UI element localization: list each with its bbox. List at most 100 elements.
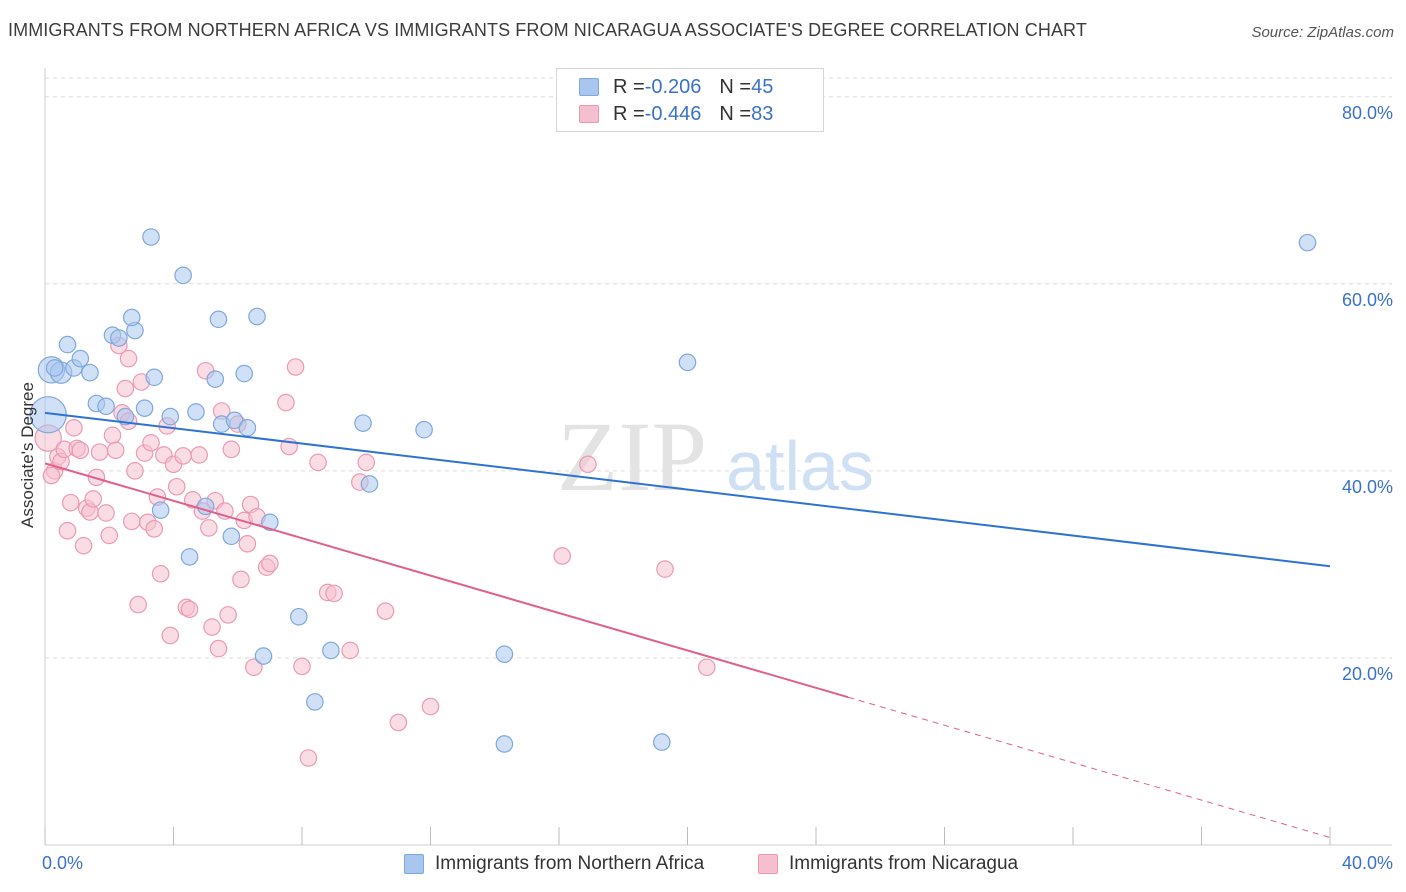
nicaragua-point [261, 554, 279, 573]
northern-africa-point [122, 308, 141, 327]
northern-africa-point [248, 307, 266, 326]
nicaragua-point [293, 657, 311, 676]
nicaragua-point [100, 526, 119, 545]
northern-africa-point [116, 407, 135, 426]
bottom-legend-nicaragua: Immigrants from Nicaragua [758, 851, 1018, 877]
nicaragua-point [122, 512, 141, 531]
nicaragua-point [71, 441, 90, 460]
nicaragua-point [238, 535, 257, 553]
northern-africa-point [145, 368, 164, 387]
northern-africa-point [174, 266, 192, 285]
stats-legend: R = -0.206 N = 45 R = -0.446 N = 83 [556, 68, 824, 132]
northern-africa-point [187, 403, 205, 421]
nicaragua-point [697, 658, 716, 677]
bottom-legend-northern-africa: Immigrants from Northern Africa [404, 851, 704, 877]
legend-r-value: -0.446 [644, 102, 702, 125]
nicaragua-point [119, 349, 138, 368]
legend-r-label: R = [613, 102, 645, 125]
bottom-legend-label: Immigrants from Nicaragua [789, 853, 1019, 874]
nicaragua-point [222, 440, 241, 459]
northern-africa-point [180, 548, 199, 566]
y-tick-label: 40.0% [1341, 476, 1393, 497]
chart-source: Source: ZipAtlas.com [1251, 24, 1394, 41]
nicaragua-point [232, 570, 250, 589]
chart-title: IMMIGRANTS FROM NORTHERN AFRICA VS IMMIG… [8, 20, 1087, 40]
northern-africa-point [161, 407, 180, 426]
nicaragua-point [151, 564, 170, 583]
nicaragua-point [90, 443, 109, 461]
nicaragua-point [389, 713, 408, 732]
legend-swatch-blue [579, 78, 599, 96]
bottom-legend-swatch-blue [404, 854, 424, 874]
nicaragua-point [145, 520, 164, 538]
northern-africa-point [151, 501, 170, 519]
northern-africa-point [678, 353, 697, 372]
legend-n-value: 83 [751, 102, 774, 125]
northern-africa-point [135, 399, 154, 417]
y-axis-label: Associate's Degree [18, 382, 37, 528]
northern-africa-point [652, 733, 671, 751]
northern-africa-point [206, 370, 225, 388]
nicaragua-trend-line [44, 462, 849, 699]
northern-africa-point [415, 420, 433, 439]
nicaragua-point [180, 600, 199, 619]
nicaragua-point [203, 618, 221, 636]
nicaragua-point [277, 393, 295, 412]
northern-africa-point [97, 397, 115, 416]
nicaragua-point [161, 626, 180, 645]
legend-n-label: N = [719, 102, 752, 125]
y-tick-label: 60.0% [1341, 289, 1393, 310]
northern-africa-point [235, 364, 253, 383]
watermark-atlas: atlas [726, 427, 874, 505]
northern-africa-point [110, 329, 128, 347]
northern-africa-point [238, 419, 257, 437]
nicaragua-point [190, 446, 208, 464]
nicaragua-point [58, 521, 77, 540]
northern-africa-point [495, 645, 514, 663]
northern-africa-point [209, 310, 228, 329]
northern-africa-point [58, 335, 77, 354]
nicaragua-point [656, 560, 674, 578]
nicaragua-point [84, 490, 102, 508]
legend-n-label: N = [719, 75, 752, 98]
legend-r-label: R = [613, 75, 645, 98]
northern-africa-points [29, 228, 1317, 753]
legend-row-northern-africa: R = -0.206 N = 45 [579, 75, 773, 99]
x-tick-label-min: 0.0% [42, 853, 84, 873]
axes [44, 68, 1392, 846]
watermark-zip: ZIP [557, 401, 707, 512]
northern-africa-point [222, 527, 241, 546]
nicaragua-point [61, 493, 80, 512]
nicaragua-trend-line-extension [847, 696, 1331, 838]
y-tick-label: 20.0% [1341, 663, 1393, 684]
nicaragua-point [579, 455, 597, 474]
nicaragua-point [309, 453, 327, 472]
nicaragua-point [103, 426, 122, 445]
northern-africa-point [289, 607, 308, 626]
bottom-legend-swatch-pink [758, 854, 778, 874]
nicaragua-point [245, 658, 263, 677]
nicaragua-point [376, 602, 395, 620]
nicaragua-point [142, 433, 160, 452]
nicaragua-point [209, 639, 228, 658]
nicaragua-point [42, 466, 61, 485]
northern-africa-point [322, 641, 340, 660]
nicaragua-point [174, 447, 192, 465]
northern-africa-point [71, 349, 90, 368]
nicaragua-point [553, 547, 572, 565]
nicaragua-point [116, 379, 135, 398]
nicaragua-point [106, 441, 125, 460]
legend-swatch-pink [579, 105, 599, 123]
northern-africa-point [81, 363, 99, 382]
nicaragua-point [74, 536, 93, 555]
northern-africa-point [142, 228, 160, 246]
nicaragua-point [299, 749, 318, 767]
northern-africa-trend-line [44, 411, 1331, 568]
legend-n-value: 45 [751, 75, 774, 98]
northern-africa-point [354, 414, 372, 432]
northern-africa-point [254, 647, 273, 665]
nicaragua-point [129, 595, 147, 614]
nicaragua-point [126, 462, 144, 480]
legend-r-value: -0.206 [644, 75, 702, 98]
